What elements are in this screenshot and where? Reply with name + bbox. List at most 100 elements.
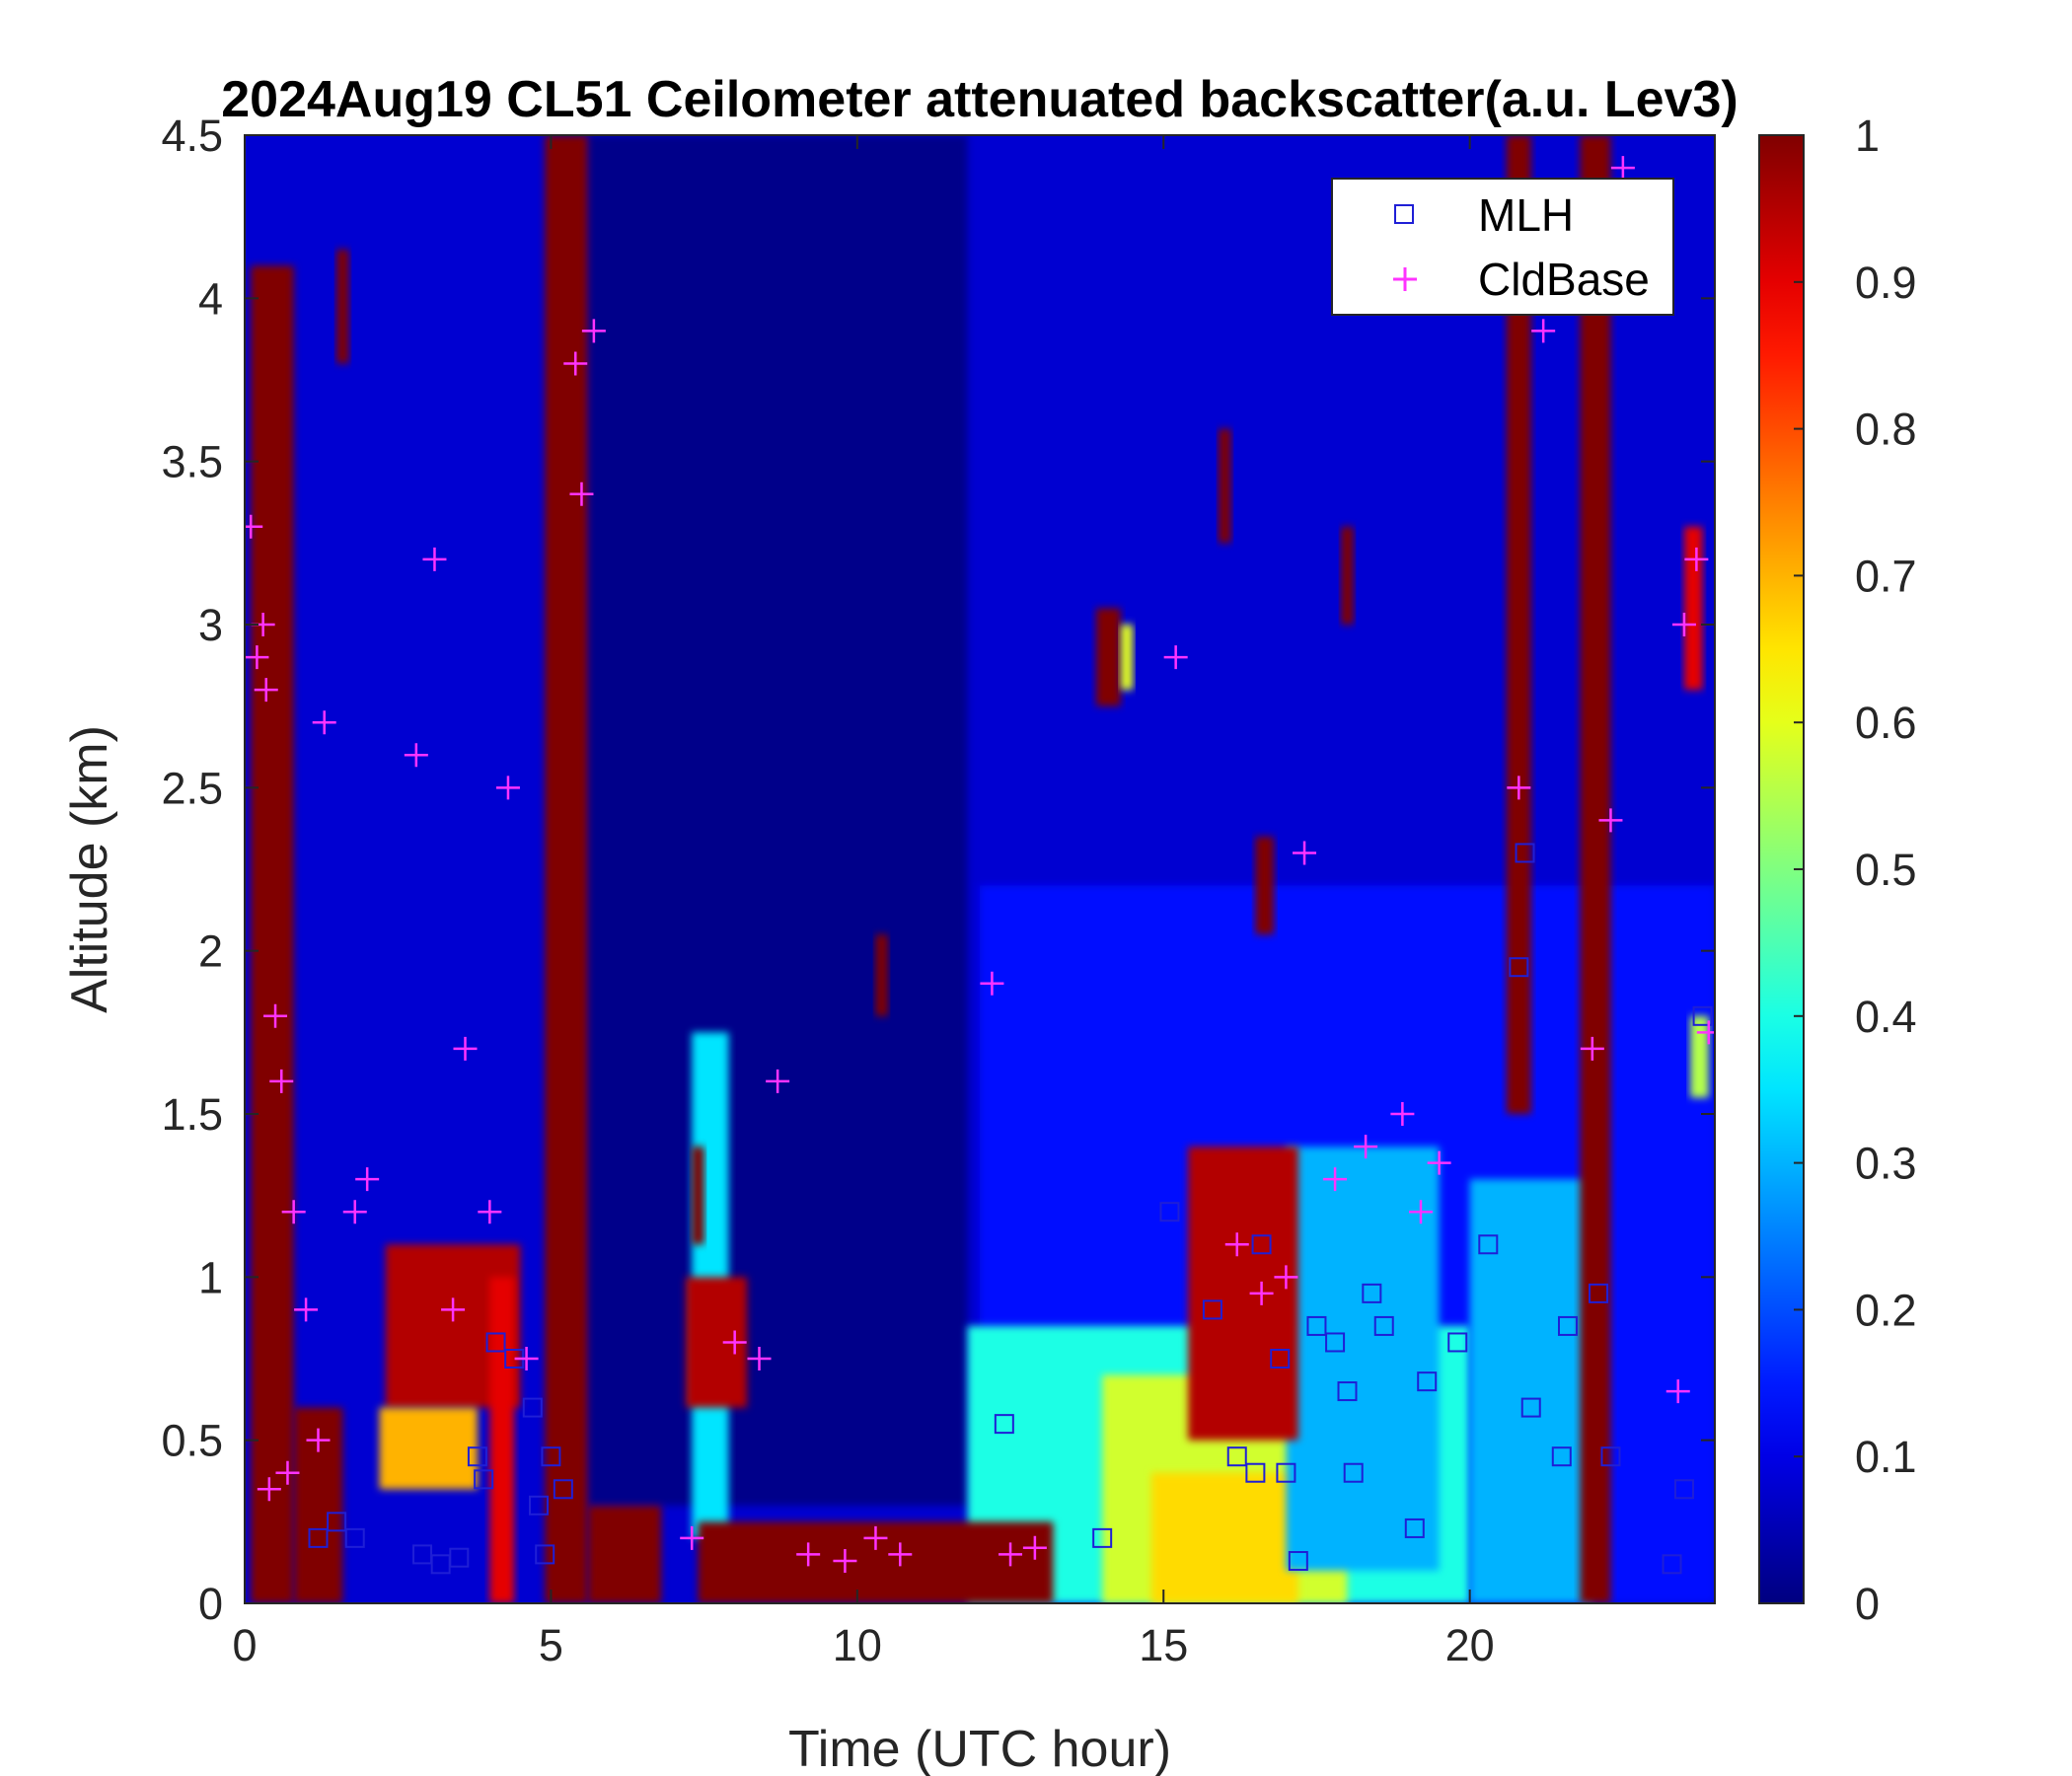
- cldbase-point: [1224, 1232, 1249, 1257]
- cldbase-point: [1671, 613, 1696, 636]
- mlh-point: [1515, 843, 1535, 863]
- mlh-point: [467, 1446, 487, 1467]
- mlh-point: [1337, 1381, 1358, 1402]
- cldbase-point: [1390, 1102, 1415, 1126]
- colorbar-tick-label: 0.7: [1855, 551, 1917, 601]
- cldbase-point: [254, 678, 278, 703]
- mlh-point: [1509, 957, 1529, 978]
- colorbar-tick-label: 0: [1855, 1579, 1880, 1629]
- cldbase-point: [1580, 1036, 1604, 1061]
- legend: MLH CldBase: [1331, 178, 1674, 316]
- y-tick-label: 0: [198, 1579, 223, 1629]
- y-tick-label: 3: [198, 600, 223, 650]
- cldbase-point: [495, 776, 520, 800]
- y-tick-label: 0.5: [161, 1416, 223, 1466]
- colorbar-tick-label: 0.8: [1855, 405, 1917, 455]
- cldbase-point: [312, 710, 336, 735]
- heatmap-cell: [1683, 526, 1703, 691]
- cldbase-point: [796, 1542, 821, 1567]
- mlh-point: [1673, 1479, 1694, 1500]
- cldbase-point: [1610, 156, 1635, 181]
- x-axis: 0 5 10 15 20: [232, 135, 1495, 1670]
- mlh-point: [1159, 1202, 1180, 1222]
- heatmap-cell: [1469, 1179, 1592, 1603]
- mlh-point: [1288, 1551, 1308, 1572]
- mlh-point: [485, 1332, 506, 1353]
- cldbase-point: [722, 1330, 747, 1355]
- plot-frame: [244, 134, 1716, 1604]
- cldbase-point: [1598, 808, 1623, 833]
- cldbase-point: [245, 645, 269, 670]
- cldbase-point: [514, 1347, 539, 1370]
- mlh-point: [1276, 1462, 1296, 1483]
- y-tick-label: 2: [198, 926, 223, 977]
- heatmap-cell: [1150, 1472, 1298, 1603]
- legend-box: [1331, 178, 1674, 316]
- cldbase-point: [1022, 1535, 1047, 1560]
- x-tick-label: 20: [1445, 1620, 1495, 1670]
- mlh-point: [1343, 1462, 1364, 1483]
- cldbase-point: [1323, 1167, 1348, 1192]
- chart-title: 2024Aug19 CL51 Ceilometer attenuated bac…: [221, 71, 1738, 128]
- cldbase-point: [1163, 645, 1188, 670]
- legend-cldbase-label: CldBase: [1478, 254, 1650, 305]
- mlh-point: [1362, 1283, 1382, 1303]
- cldbase-point: [863, 1525, 888, 1550]
- mlh-point: [994, 1414, 1014, 1435]
- cldbase-point: [833, 1549, 857, 1574]
- cldbase-point: [441, 1297, 466, 1322]
- mlh-point: [1270, 1349, 1291, 1369]
- mlh-point: [1251, 1234, 1272, 1255]
- heatmap-cell: [587, 1505, 662, 1603]
- cldbase-point: [1354, 1135, 1378, 1159]
- colorbar-tick-label: 0.3: [1855, 1139, 1917, 1189]
- mlh-point: [1404, 1517, 1425, 1538]
- mlh-series: [308, 843, 1713, 1575]
- cldbase-point: [680, 1525, 704, 1550]
- mlh-point: [1306, 1315, 1327, 1336]
- cldbase-series: [245, 156, 1715, 1574]
- heatmap-cell: [1341, 526, 1354, 625]
- cldbase-point: [999, 1542, 1023, 1567]
- y-tick-label: 1.5: [161, 1089, 223, 1140]
- cldbase-point: [1293, 841, 1317, 865]
- heatmap-cell: [875, 934, 888, 1016]
- mlh-point: [1589, 1283, 1609, 1303]
- heatmap-cell: [545, 135, 588, 1603]
- cldbase-point: [563, 351, 588, 376]
- cldbase-point: [478, 1200, 502, 1224]
- y-axis: 0 0.5 1 1.5 2 2.5 3 3.5 4 4.5: [161, 111, 1715, 1629]
- mlh-point: [1692, 1005, 1713, 1026]
- cldbase-point: [263, 1003, 288, 1028]
- cldbase-point: [766, 1069, 790, 1093]
- cldbase-point: [1531, 319, 1556, 343]
- colorbar-tick-label: 0.1: [1855, 1432, 1917, 1482]
- cldbase-point: [281, 1200, 306, 1224]
- mlh-point: [1662, 1554, 1682, 1575]
- cldbase-point: [569, 481, 594, 506]
- heatmap-cell: [1690, 1015, 1709, 1098]
- mlh-point: [1245, 1462, 1266, 1483]
- mlh-point: [1447, 1332, 1468, 1353]
- mlh-point: [553, 1479, 573, 1500]
- mlh-point: [1520, 1397, 1541, 1418]
- heatmap-cell: [489, 1277, 515, 1603]
- legend-mlh-marker: [1394, 204, 1414, 224]
- mlh-point: [1417, 1371, 1438, 1392]
- colorbar-ticks: 0 0.1 0.2 0.3 0.4 0.5 0.6 0.7 0.8 0.9 1: [1794, 111, 1917, 1629]
- heatmap-cell: [1095, 608, 1121, 706]
- cldbase-point: [980, 971, 1004, 996]
- heatmap-cell: [1188, 1147, 1298, 1441]
- cldbase-point: [245, 514, 263, 539]
- heatmap-cell: [1580, 135, 1611, 1603]
- y-axis-label: Altitude (km): [61, 725, 118, 1013]
- cldbase-point: [342, 1200, 367, 1224]
- cldbase-point: [294, 1297, 319, 1322]
- legend-mlh-label: MLH: [1478, 189, 1574, 241]
- heatmap-cell: [692, 1147, 704, 1245]
- cldbase-point: [1427, 1150, 1451, 1175]
- y-tick-label: 4.5: [161, 111, 223, 161]
- colorbar-tick-label: 1: [1855, 111, 1880, 161]
- mlh-point: [1600, 1446, 1621, 1467]
- y-tick-label: 2.5: [161, 763, 223, 813]
